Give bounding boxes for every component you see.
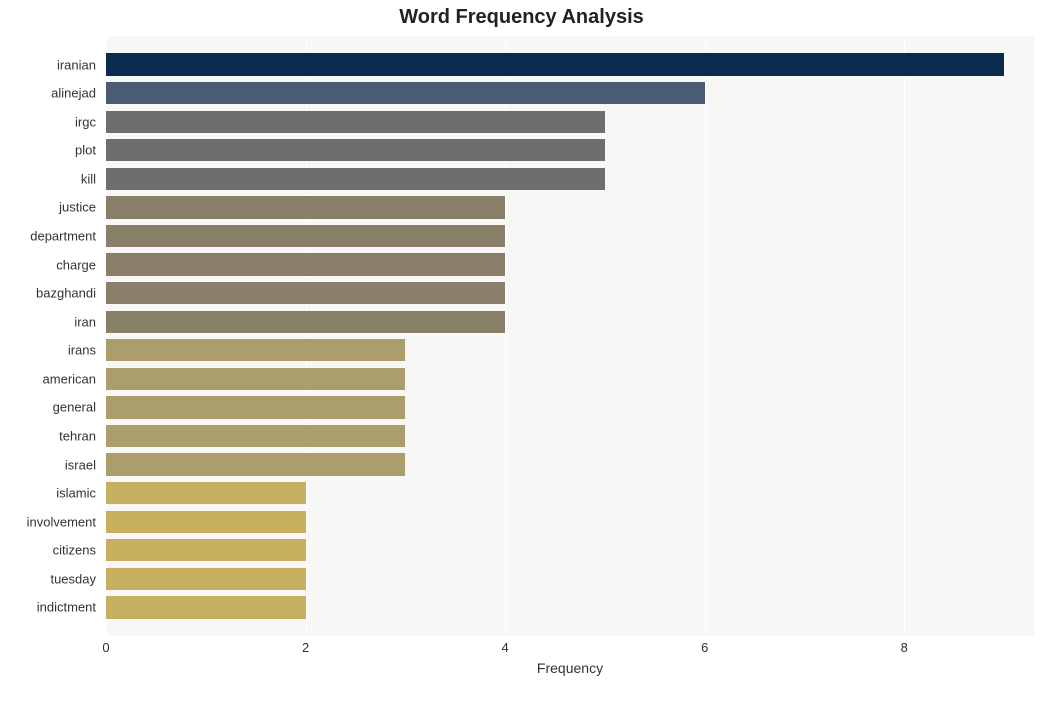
bar bbox=[106, 168, 605, 190]
y-tick-label: general bbox=[53, 400, 100, 415]
y-tick-label: department bbox=[30, 229, 100, 244]
x-tick-label: 2 bbox=[302, 640, 309, 655]
bar bbox=[106, 539, 306, 561]
bar bbox=[106, 396, 405, 418]
y-tick-label: american bbox=[43, 371, 100, 386]
y-tick-label: irgc bbox=[75, 114, 100, 129]
bar bbox=[106, 311, 505, 333]
bar bbox=[106, 196, 505, 218]
x-tick-label: 6 bbox=[701, 640, 708, 655]
y-tick-label: plot bbox=[75, 143, 100, 158]
y-tick-label: israel bbox=[65, 457, 100, 472]
x-tick-label: 0 bbox=[102, 640, 109, 655]
y-tick-label: iran bbox=[74, 314, 100, 329]
y-axis-labels: iranian alinejad irgc plot kill justice depart… bbox=[0, 36, 100, 636]
y-tick-label: islamic bbox=[56, 486, 100, 501]
bar bbox=[106, 225, 505, 247]
bar bbox=[106, 453, 405, 475]
y-tick-label: justice bbox=[59, 200, 100, 215]
y-tick-label: involvement bbox=[27, 514, 100, 529]
y-tick-label: charge bbox=[56, 257, 100, 272]
bar bbox=[106, 253, 505, 275]
x-tick-label: 4 bbox=[502, 640, 509, 655]
y-tick-label: iranian bbox=[57, 57, 100, 72]
word-frequency-chart: Word Frequency Analysis iranianalinejadi… bbox=[0, 0, 1043, 701]
y-tick-label: irans bbox=[68, 343, 100, 358]
y-tick-label: citizens bbox=[53, 543, 100, 558]
chart-title: Word Frequency Analysis bbox=[0, 0, 1043, 33]
x-tick-label: 8 bbox=[901, 640, 908, 655]
y-tick-label: kill bbox=[81, 171, 100, 186]
y-tick-label: tehran bbox=[59, 429, 100, 444]
bar bbox=[106, 596, 306, 618]
bar bbox=[106, 282, 505, 304]
x-axis-labels: 02468 bbox=[106, 640, 1034, 660]
y-tick-label: tuesday bbox=[50, 571, 100, 586]
bar bbox=[106, 368, 405, 390]
bars-group bbox=[106, 36, 1034, 636]
bar bbox=[106, 511, 306, 533]
bar bbox=[106, 482, 306, 504]
bar bbox=[106, 568, 306, 590]
bar bbox=[106, 111, 605, 133]
bar bbox=[106, 425, 405, 447]
bar bbox=[106, 139, 605, 161]
y-tick-label: bazghandi bbox=[36, 286, 100, 301]
y-tick-label: indictment bbox=[37, 600, 100, 615]
bar bbox=[106, 82, 705, 104]
x-axis-title: Frequency bbox=[106, 660, 1034, 676]
bar bbox=[106, 339, 405, 361]
y-tick-label: alinejad bbox=[51, 86, 100, 101]
bar bbox=[106, 53, 1004, 75]
plot-area bbox=[106, 36, 1034, 636]
